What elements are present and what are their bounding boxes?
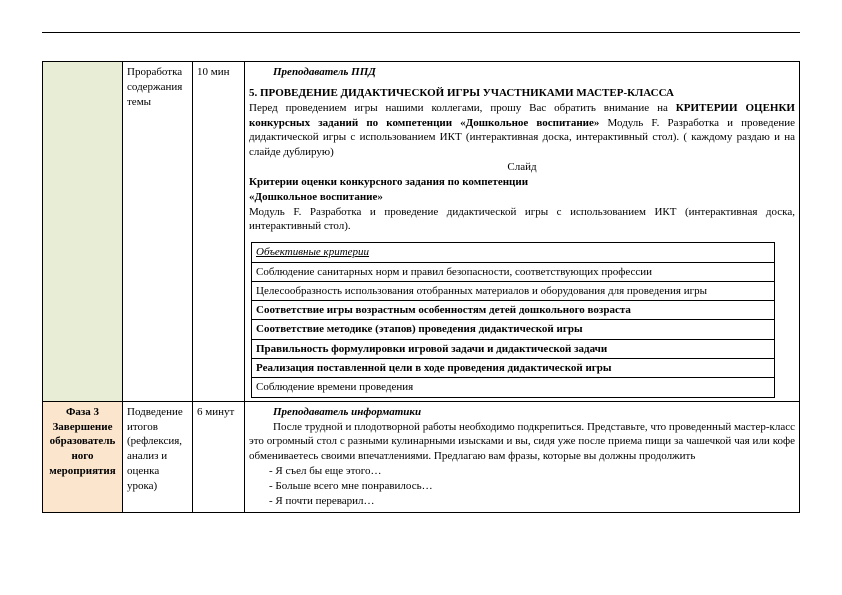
paragraph: После трудной и плодотворной работы необ… <box>249 420 795 465</box>
time-cell: 10 мин <box>193 62 245 402</box>
criteria-title-1: Критерии оценки конкурсного задания по к… <box>249 175 795 190</box>
time-cell: 6 минут <box>193 401 245 512</box>
phase-cell: Фаза 3 Завершение образователь ного меро… <box>43 401 123 512</box>
phase-line: Фаза 3 <box>47 405 118 420</box>
criteria-row: Соответствие методике (этапов) проведени… <box>252 320 775 339</box>
criteria-cell: Целесообразность использования отобранны… <box>252 281 775 300</box>
criteria-table: Объективные критерии Соблюдение санитарн… <box>251 242 775 397</box>
criteria-header-text: Объективные критерии <box>256 246 369 258</box>
paragraph: Перед проведением игры нашими коллегами,… <box>249 101 795 160</box>
content-cell: Преподаватель ППД 5. ПРОВЕДЕНИЕ ДИДАКТИЧ… <box>245 62 800 402</box>
paragraph-text-a: Перед проведением игры нашими коллегами,… <box>249 102 676 114</box>
criteria-row: Соответствие игры возрастным особенностя… <box>252 301 775 320</box>
criteria-title-2: «Дошкольное воспитание» <box>249 190 795 205</box>
criteria-row: Реализация поставленной цели в ходе пров… <box>252 359 775 378</box>
criteria-cell: Соответствие игры возрастным особенностя… <box>252 301 775 320</box>
page: Проработка содержания темы 10 мин Препод… <box>0 0 842 595</box>
criteria-cell: Правильность формулировки игровой задачи… <box>252 339 775 358</box>
criteria-cell: Реализация поставленной цели в ходе пров… <box>252 359 775 378</box>
criteria-header-row: Объективные критерии <box>252 243 775 262</box>
phase-line: ного <box>47 449 118 464</box>
stage-cell: Подведение итогов (рефлексия, анализ и о… <box>123 401 193 512</box>
criteria-cell: Соблюдение санитарных норм и правил безо… <box>252 262 775 281</box>
bullet-item: - Я почти переварил… <box>249 494 795 509</box>
section-number: 5. <box>249 87 257 99</box>
phase-line: Завершение <box>47 420 118 435</box>
phase-line: образователь <box>47 434 118 449</box>
section-title: ПРОВЕДЕНИЕ ДИДАКТИЧЕСКОЙ ИГРЫ УЧАСТНИКАМ… <box>260 87 674 99</box>
section-line: 5. ПРОВЕДЕНИЕ ДИДАКТИЧЕСКОЙ ИГРЫ УЧАСТНИ… <box>249 86 795 101</box>
criteria-row: Соблюдение санитарных норм и правил безо… <box>252 262 775 281</box>
content-cell: Преподаватель информатики После трудной … <box>245 401 800 512</box>
criteria-header: Объективные критерии <box>252 243 775 262</box>
phase-cell <box>43 62 123 402</box>
slide-label: Слайд <box>249 160 795 175</box>
bullet-item: - Я съел бы еще этого… <box>249 464 795 479</box>
phase-line: мероприятия <box>47 464 118 479</box>
lesson-table: Проработка содержания темы 10 мин Препод… <box>42 61 800 513</box>
criteria-row: Правильность формулировки игровой задачи… <box>252 339 775 358</box>
criteria-row: Соблюдение времени проведения <box>252 378 775 397</box>
table-row: Фаза 3 Завершение образователь ного меро… <box>43 401 800 512</box>
criteria-module: Модуль F. Разработка и проведение дидакт… <box>249 205 795 235</box>
speaker-label: Преподаватель информатики <box>249 405 795 420</box>
table-row: Проработка содержания темы 10 мин Препод… <box>43 62 800 402</box>
criteria-cell: Соответствие методике (этапов) проведени… <box>252 320 775 339</box>
speaker-label: Преподаватель ППД <box>249 65 795 80</box>
bullet-item: - Больше всего мне понравилось… <box>249 479 795 494</box>
criteria-cell: Соблюдение времени проведения <box>252 378 775 397</box>
stage-cell: Проработка содержания темы <box>123 62 193 402</box>
criteria-row: Целесообразность использования отобранны… <box>252 281 775 300</box>
header-rule <box>42 32 800 33</box>
